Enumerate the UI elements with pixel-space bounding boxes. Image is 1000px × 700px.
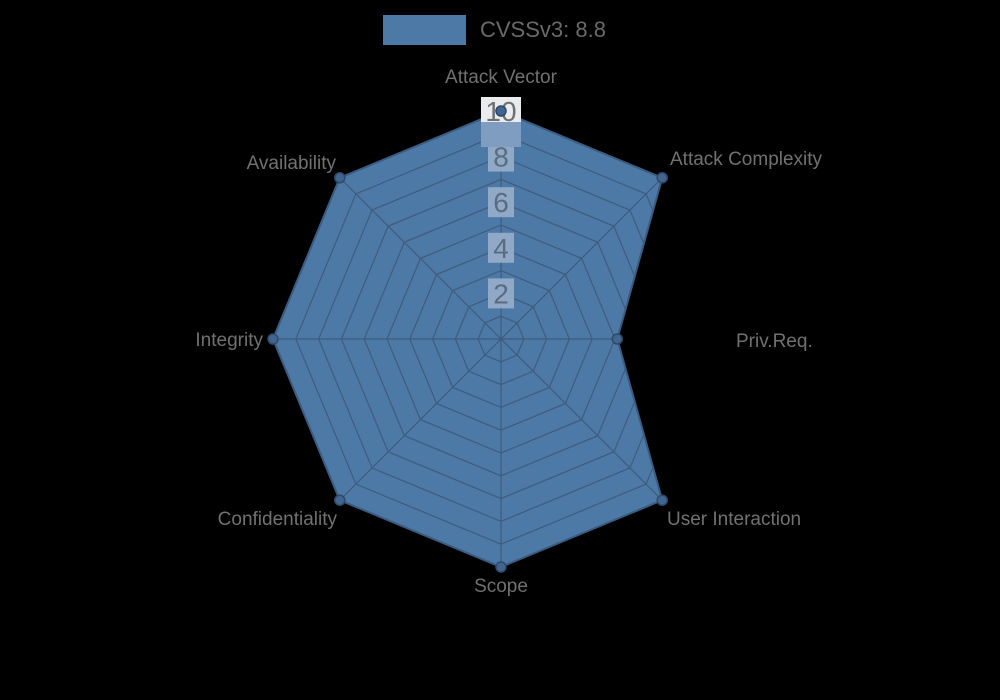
data-point-marker-attack-vector: [495, 105, 507, 117]
legend-swatch: [383, 15, 466, 45]
tick-backdrop-band-10: [481, 122, 521, 147]
axis-label-user-interaction: User Interaction: [667, 509, 801, 530]
data-point-marker-availability: [334, 172, 346, 184]
tick-label-4: 4: [493, 233, 509, 264]
legend-label: CVSSv3: 8.8: [480, 17, 606, 42]
tick-backdrop-2: [488, 278, 514, 309]
axis-spoke-attack-complexity: [500, 177, 663, 340]
data-point-marker-scope: [495, 561, 507, 573]
axis-label-integrity: Integrity: [195, 330, 263, 351]
axis-spoke-user-interaction: [500, 338, 663, 501]
data-point-marker-user-interaction: [656, 494, 668, 506]
data-point-marker-priv-req: [611, 333, 624, 345]
axis-label-priv-req: Priv.Req.: [736, 331, 813, 352]
axis-label-attack-complexity: Attack Complexity: [670, 149, 823, 170]
axis-label-scope: Scope: [474, 576, 528, 597]
axis-label-availability: Availability: [247, 153, 337, 174]
axis-spoke-confidentiality: [339, 338, 502, 501]
axis-spoke-availability: [339, 177, 502, 340]
axis-label-confidentiality: Confidentiality: [218, 509, 338, 530]
legend[interactable]: CVSSv3: 8.8: [383, 15, 606, 45]
data-point-marker-confidentiality: [334, 494, 346, 506]
tick-backdrop-4: [488, 232, 514, 263]
axis-label-attack-vector: Attack Vector: [445, 67, 558, 88]
radial-ticks: 246810: [481, 96, 521, 309]
data-point-marker-integrity: [267, 333, 279, 345]
data-point-marker-attack-complexity: [656, 172, 668, 184]
tick-backdrop-6: [488, 187, 514, 218]
tick-label-8: 8: [493, 142, 509, 173]
tick-label-2: 2: [493, 278, 509, 309]
tick-label-6: 6: [493, 187, 509, 218]
